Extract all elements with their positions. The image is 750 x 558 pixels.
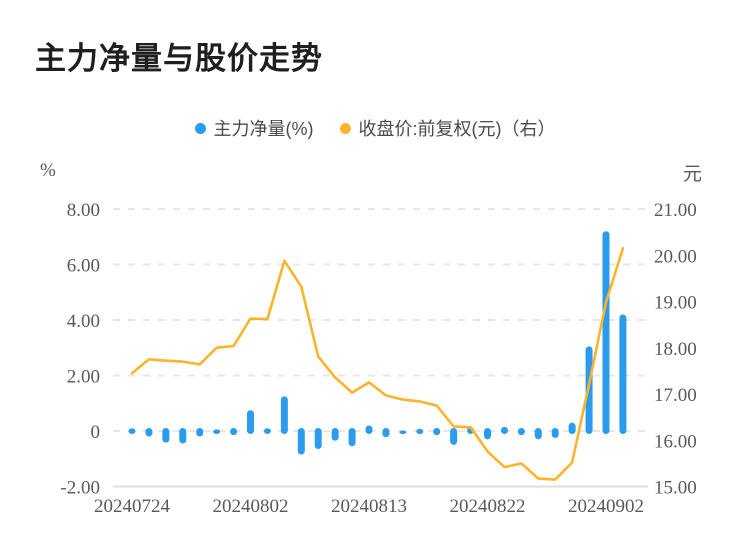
bar-20240823[interactable] [500, 426, 508, 434]
bar-20240814[interactable] [382, 428, 390, 438]
bar-20240726[interactable] [162, 428, 170, 443]
bar-20240903[interactable] [619, 314, 627, 434]
bar-20240826[interactable] [517, 428, 525, 436]
left-axis-tick: 0 [91, 422, 101, 443]
x-axis-tick: 20240724 [94, 496, 171, 517]
bar-20240828[interactable] [551, 428, 559, 438]
x-axis-tick: 20240813 [331, 496, 407, 517]
price-line [130, 247, 625, 481]
bar-20240801[interactable] [230, 428, 238, 436]
bar-20240813[interactable] [365, 425, 373, 434]
x-axis-tick: 20240822 [450, 496, 526, 517]
x-axis-tick: 20240902 [568, 496, 644, 517]
legend-item-main-net-volume[interactable]: 主力净量(%) [194, 115, 314, 141]
x-axis-tick: 20240802 [213, 496, 289, 517]
right-axis-tick: 17.00 [654, 385, 697, 406]
bar-20240729[interactable] [179, 428, 187, 444]
bar-20240731[interactable] [213, 429, 221, 434]
right-axis-tick: 20.00 [654, 246, 697, 267]
left-axis-tick: 8.00 [67, 200, 100, 221]
bar-20240902[interactable] [602, 231, 610, 434]
bar-20240812[interactable] [348, 428, 356, 447]
bar-20240809[interactable] [331, 428, 339, 441]
left-axis-tick: 2.00 [67, 367, 100, 388]
bar-20240815[interactable] [399, 430, 407, 434]
grid-lines [113, 208, 648, 488]
left-axis-ticks: 8.00 6.00 4.00 2.00 0 -2.00 [60, 200, 100, 499]
bar-20240808[interactable] [314, 428, 322, 450]
right-axis-tick: 16.00 [654, 431, 697, 452]
bar-20240827[interactable] [534, 428, 542, 440]
bar-20240816[interactable] [416, 428, 424, 434]
left-axis-unit-label: % [40, 160, 56, 181]
legend: 主力净量(%) 收盘价:前复权(元)（右） [0, 115, 750, 141]
right-axis-tick: 19.00 [654, 293, 697, 314]
bar-20240724[interactable] [128, 428, 136, 434]
legend-item-close-price[interactable]: 收盘价:前复权(元)（右） [339, 115, 556, 141]
left-axis-tick: 6.00 [67, 256, 100, 277]
page-title: 主力净量与股价走势 [35, 41, 323, 76]
bar-20240802[interactable] [247, 410, 254, 434]
bar-20240805[interactable] [263, 428, 271, 434]
bar-20240730[interactable] [196, 428, 204, 437]
right-axis-unit-label: 元 [683, 164, 703, 185]
left-axis-tick: 4.00 [67, 311, 100, 332]
x-axis-ticks: 20240724 20240802 20240813 20240822 20240902 [94, 496, 644, 517]
bar-20240806[interactable] [280, 396, 288, 434]
bar-20240822[interactable] [484, 428, 491, 440]
legend-label-close-price: 收盘价:前复权(元)（右） [358, 119, 556, 139]
bar-20240829[interactable] [568, 422, 576, 434]
right-axis-ticks: 21.00 20.00 19.00 18.00 17.00 16.00 15.00 [654, 200, 697, 499]
bar-series [128, 231, 627, 455]
legend-dot-icon [339, 122, 351, 134]
left-axis-tick: -2.00 [60, 478, 100, 499]
bar-20240819[interactable] [433, 428, 441, 436]
bar-20240807[interactable] [297, 428, 305, 455]
bar-20240725[interactable] [145, 428, 153, 437]
right-axis-tick: 15.00 [654, 478, 697, 499]
legend-label-main-net-volume: 主力净量(%) [213, 119, 314, 139]
bar-20240820[interactable] [450, 428, 458, 445]
right-axis-tick: 21.00 [654, 200, 697, 221]
legend-dot-icon [194, 122, 206, 134]
right-axis-tick: 18.00 [654, 339, 697, 360]
